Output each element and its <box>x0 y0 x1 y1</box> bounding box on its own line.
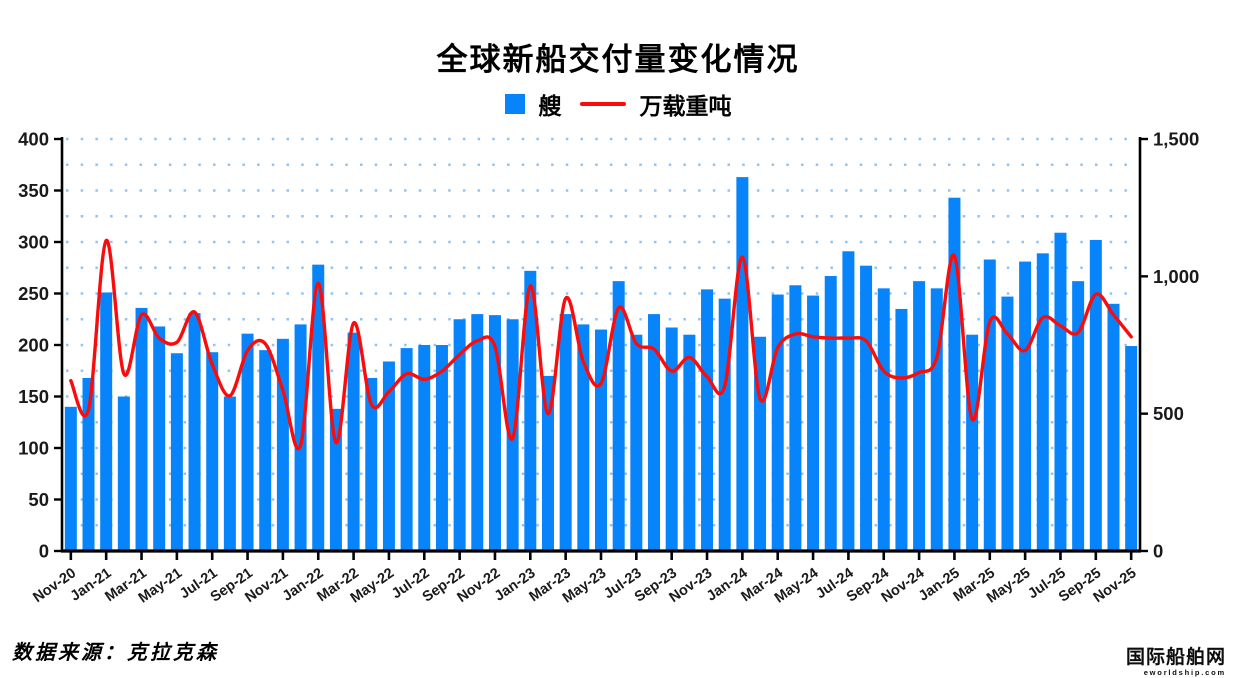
svg-text:250: 250 <box>18 283 49 304</box>
bar-Nov-22 <box>488 315 501 551</box>
bar-Aug-21 <box>223 396 236 551</box>
bar-Dec-20 <box>82 377 95 551</box>
bar-Mar-24 <box>771 294 784 551</box>
bar-Jan-24 <box>736 177 749 552</box>
svg-text:1,000: 1,000 <box>1153 266 1199 287</box>
right-axis-labels: 0 500 1,000 1,500 <box>1140 129 1199 562</box>
bar-Oct-25 <box>1107 303 1120 551</box>
site-logo: 国际船舶网 eworldship.com <box>1126 648 1226 677</box>
bar-May-24 <box>807 295 820 551</box>
bar-series <box>64 177 1138 552</box>
bar-May-22 <box>382 361 395 551</box>
svg-text:50: 50 <box>28 489 49 510</box>
bar-Aug-22 <box>435 345 448 551</box>
bar-Apr-24 <box>789 285 802 551</box>
bar-Sep-23 <box>665 327 678 551</box>
svg-text:500: 500 <box>1153 403 1184 424</box>
bar-swatch-icon <box>504 94 525 114</box>
bar-Apr-23 <box>577 324 590 551</box>
bar-Oct-22 <box>471 314 484 551</box>
svg-text:200: 200 <box>18 335 49 356</box>
bar-Feb-25 <box>966 334 979 551</box>
svg-text:0: 0 <box>1153 541 1163 562</box>
bar-Nov-24 <box>913 281 926 551</box>
legend-label-ships: 艘 <box>538 93 562 120</box>
bar-Feb-21 <box>117 396 130 551</box>
bar-Jan-23 <box>524 270 537 551</box>
bar-Nov-20 <box>64 406 77 551</box>
left-axis-labels: 0 50 100 150 200 250 300 350 400 <box>18 129 62 562</box>
bar-May-25 <box>1019 261 1032 551</box>
bar-Jun-25 <box>1036 253 1049 551</box>
bar-Aug-25 <box>1072 281 1085 551</box>
x-axis-labels: Nov-20Jan-21Mar-21May-21Jul-21Sep-21Nov-… <box>30 551 1139 606</box>
bar-Apr-21 <box>153 326 166 551</box>
bar-Jan-22 <box>312 264 325 551</box>
bar-May-21 <box>170 353 183 551</box>
bar-Mar-21 <box>135 307 148 551</box>
bar-Jul-21 <box>206 352 219 551</box>
bar-Mar-25 <box>983 259 996 551</box>
svg-text:100: 100 <box>18 438 49 459</box>
legend-item-dwt: 万载重吨 <box>579 87 732 121</box>
bar-Apr-22 <box>365 377 378 551</box>
bar-Oct-24 <box>895 308 908 551</box>
bar-Jul-23 <box>630 334 643 551</box>
svg-text:0: 0 <box>39 541 49 562</box>
bar-Sep-22 <box>453 319 466 551</box>
site-logo-cn: 国际船舶网 <box>1125 647 1226 668</box>
bar-Jul-22 <box>418 345 431 551</box>
bar-Apr-25 <box>1001 296 1014 551</box>
bar-Aug-24 <box>860 265 873 551</box>
site-logo-en: eworldship.com <box>1143 668 1226 677</box>
bar-Oct-23 <box>683 334 696 551</box>
bar-Jul-24 <box>842 251 855 551</box>
bar-Jun-24 <box>824 275 837 551</box>
bar-Mar-22 <box>347 332 360 551</box>
bar-Feb-23 <box>541 375 554 551</box>
svg-text:400: 400 <box>18 129 49 150</box>
bar-Feb-22 <box>329 408 342 551</box>
svg-text:1,500: 1,500 <box>1153 129 1199 150</box>
line-swatch-icon <box>579 102 626 106</box>
bar-Sep-25 <box>1089 239 1102 551</box>
svg-text:350: 350 <box>18 180 49 201</box>
bar-Sep-24 <box>877 288 890 551</box>
bar-Nov-23 <box>701 289 714 551</box>
bar-Oct-21 <box>259 350 272 551</box>
bar-Mar-23 <box>559 314 572 551</box>
legend-label-dwt: 万载重吨 <box>639 93 732 120</box>
bar-Aug-23 <box>648 314 661 551</box>
chart-title: 全球新船交付量变化情况 <box>436 42 800 78</box>
bar-Jun-22 <box>400 348 413 551</box>
bar-Jul-25 <box>1054 232 1067 552</box>
svg-text:150: 150 <box>18 386 49 407</box>
bar-Nov-21 <box>276 338 289 551</box>
svg-text:300: 300 <box>18 232 49 253</box>
bar-Dec-23 <box>718 298 731 551</box>
bar-Jun-21 <box>188 313 201 551</box>
legend-item-ships: 艘 <box>504 87 562 121</box>
bar-Jun-23 <box>612 281 625 551</box>
bar-Sep-21 <box>241 333 254 551</box>
svg-text:Nov-20: Nov-20 <box>30 565 79 606</box>
chart-legend: 艘 万载重吨 <box>0 88 1236 120</box>
bar-Jan-21 <box>100 292 113 551</box>
bar-Nov-25 <box>1125 346 1138 551</box>
line-series <box>69 238 1133 451</box>
source-note: 数据来源：克拉克森 <box>12 640 219 664</box>
bar-Jan-25 <box>948 197 961 551</box>
bar-Dec-24 <box>930 288 943 551</box>
